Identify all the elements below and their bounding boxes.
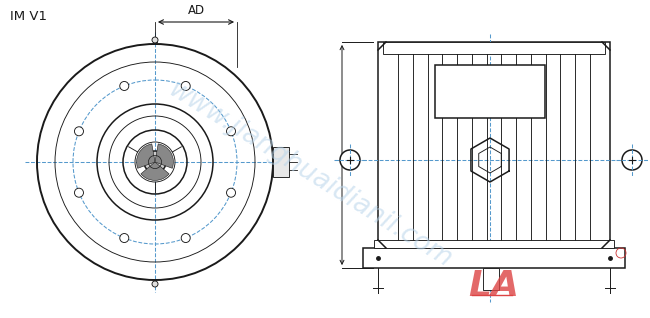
- Circle shape: [622, 150, 642, 170]
- Bar: [378, 42, 610, 248]
- Bar: [273, 147, 289, 177]
- Circle shape: [152, 281, 158, 287]
- Circle shape: [120, 233, 129, 243]
- Circle shape: [75, 188, 83, 197]
- Wedge shape: [136, 144, 155, 168]
- Text: A: A: [490, 269, 518, 303]
- Circle shape: [181, 81, 190, 90]
- Circle shape: [181, 233, 190, 243]
- Wedge shape: [141, 162, 169, 180]
- Circle shape: [152, 37, 158, 43]
- Bar: [374, 240, 614, 248]
- Bar: [383, 42, 605, 54]
- Bar: [363, 248, 625, 268]
- Circle shape: [340, 150, 360, 170]
- Circle shape: [227, 188, 235, 197]
- Circle shape: [120, 81, 129, 90]
- Circle shape: [75, 127, 83, 136]
- Text: IM V1: IM V1: [10, 10, 47, 23]
- Text: R: R: [613, 251, 619, 260]
- Wedge shape: [155, 144, 174, 168]
- Text: L: L: [469, 269, 491, 303]
- Circle shape: [144, 151, 166, 173]
- Circle shape: [227, 127, 235, 136]
- Bar: [483, 268, 499, 290]
- Bar: [435, 65, 545, 118]
- Text: AD: AD: [187, 4, 205, 17]
- Text: www.jianghuaidianii.com: www.jianghuaidianii.com: [163, 77, 456, 273]
